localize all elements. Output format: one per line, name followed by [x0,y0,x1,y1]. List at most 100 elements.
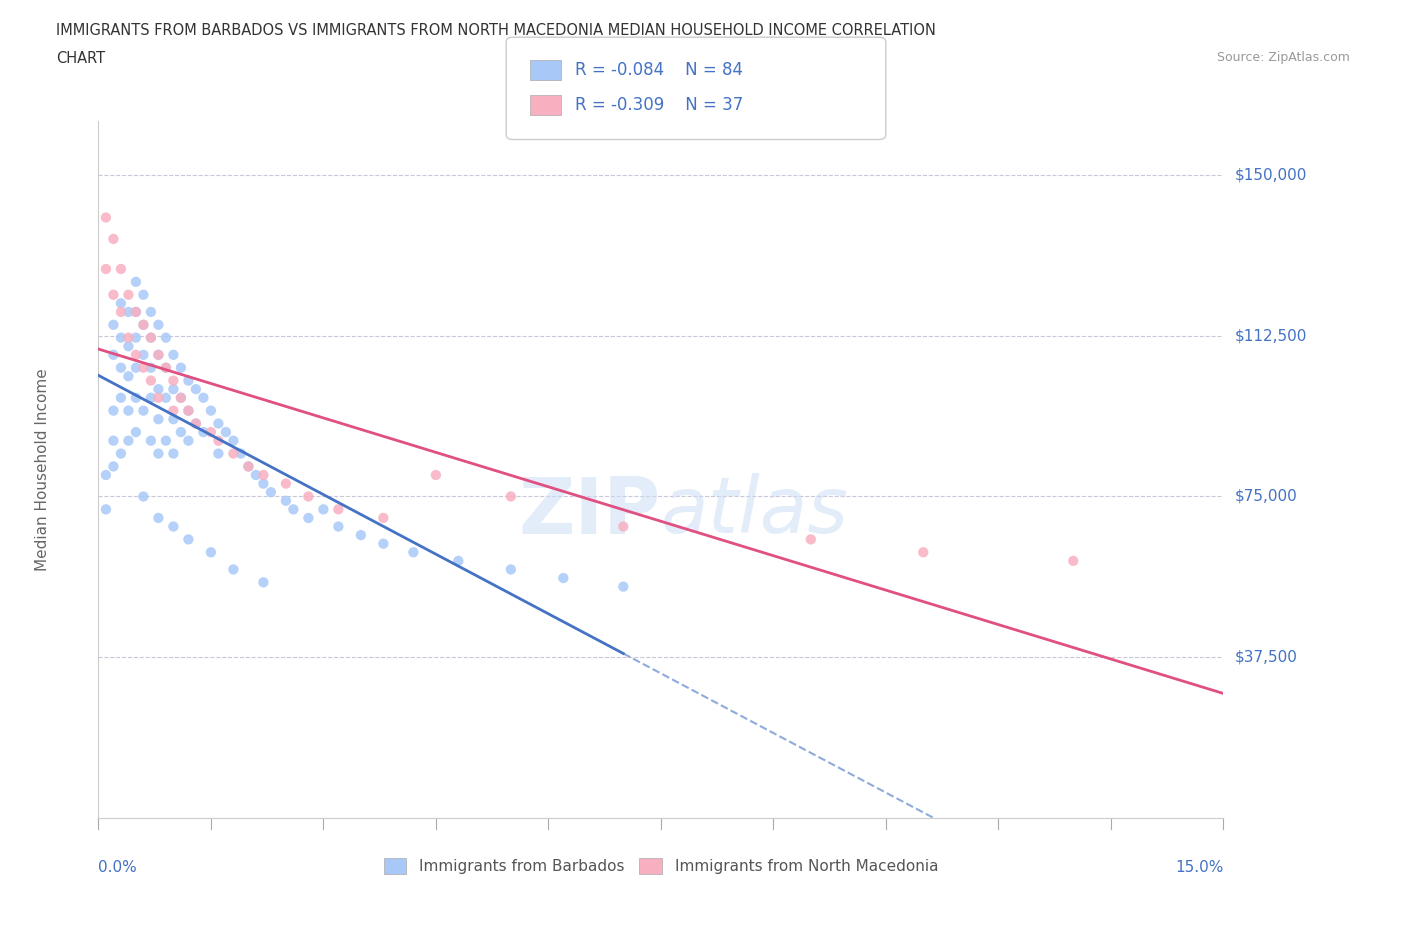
Point [312,502,335,517]
Point [800,532,823,547]
Point [103,348,125,363]
Point [103,287,125,302]
Point [274,476,297,491]
Text: Source: ZipAtlas.com: Source: ZipAtlas.com [1216,51,1350,64]
Point [125,348,148,363]
Point [110,360,132,375]
Point [328,502,350,517]
Text: $150,000: $150,000 [1234,167,1306,182]
Point [162,519,184,534]
Point [170,360,193,375]
Text: Median Household Income: Median Household Income [35,368,49,571]
Point [499,562,522,577]
Point [132,317,155,332]
Point [252,476,274,491]
Point [139,433,162,448]
Point [177,433,200,448]
Point [139,330,162,345]
Point [155,391,177,405]
Point [117,287,139,302]
Point [553,571,575,586]
Point [252,575,274,590]
Point [139,360,162,375]
Point [1062,553,1084,568]
Text: ZIP: ZIP [519,473,661,550]
Point [139,373,162,388]
Point [94,210,117,225]
Point [148,446,170,461]
Point [193,425,215,440]
Point [207,433,229,448]
Text: R = -0.309    N = 37: R = -0.309 N = 37 [575,96,744,114]
Point [162,412,184,427]
Point [117,433,139,448]
Point [207,446,229,461]
Point [425,468,447,483]
Point [155,330,177,345]
Point [155,360,177,375]
Point [193,391,215,405]
Point [207,416,229,431]
Point [162,381,184,396]
Legend: Immigrants from Barbados, Immigrants from North Macedonia: Immigrants from Barbados, Immigrants fro… [377,852,945,881]
Point [125,304,148,319]
Text: atlas: atlas [661,473,849,550]
Point [125,391,148,405]
Point [125,425,148,440]
Point [260,485,283,499]
Point [162,373,184,388]
Point [402,545,425,560]
Point [103,459,125,474]
Point [215,425,238,440]
Point [110,391,132,405]
Point [297,511,319,525]
Point [222,562,245,577]
Text: 15.0%: 15.0% [1175,860,1223,875]
Point [350,527,373,542]
Point [110,446,132,461]
Point [252,468,274,483]
Point [125,304,148,319]
Point [612,519,634,534]
Point [200,404,222,418]
Point [184,381,207,396]
Point [912,545,935,560]
Point [103,404,125,418]
Point [245,468,267,483]
Point [148,511,170,525]
Text: $112,500: $112,500 [1234,328,1306,343]
Point [110,261,132,276]
Point [200,545,222,560]
Point [184,416,207,431]
Point [132,348,155,363]
Point [170,391,193,405]
Point [110,330,132,345]
Point [139,304,162,319]
Text: $37,500: $37,500 [1234,650,1298,665]
Point [229,446,252,461]
Point [139,391,162,405]
Point [148,381,170,396]
Point [148,317,170,332]
Point [328,519,350,534]
Point [177,404,200,418]
Point [103,232,125,246]
Point [222,433,245,448]
Point [132,404,155,418]
Text: 0.0%: 0.0% [98,860,138,875]
Point [155,360,177,375]
Point [125,274,148,289]
Point [177,404,200,418]
Point [184,416,207,431]
Point [117,330,139,345]
Point [94,502,117,517]
Point [283,502,305,517]
Point [148,412,170,427]
Point [132,360,155,375]
Point [155,433,177,448]
Point [125,330,148,345]
Point [117,369,139,384]
Point [297,489,319,504]
Point [162,404,184,418]
Text: CHART: CHART [56,51,105,66]
